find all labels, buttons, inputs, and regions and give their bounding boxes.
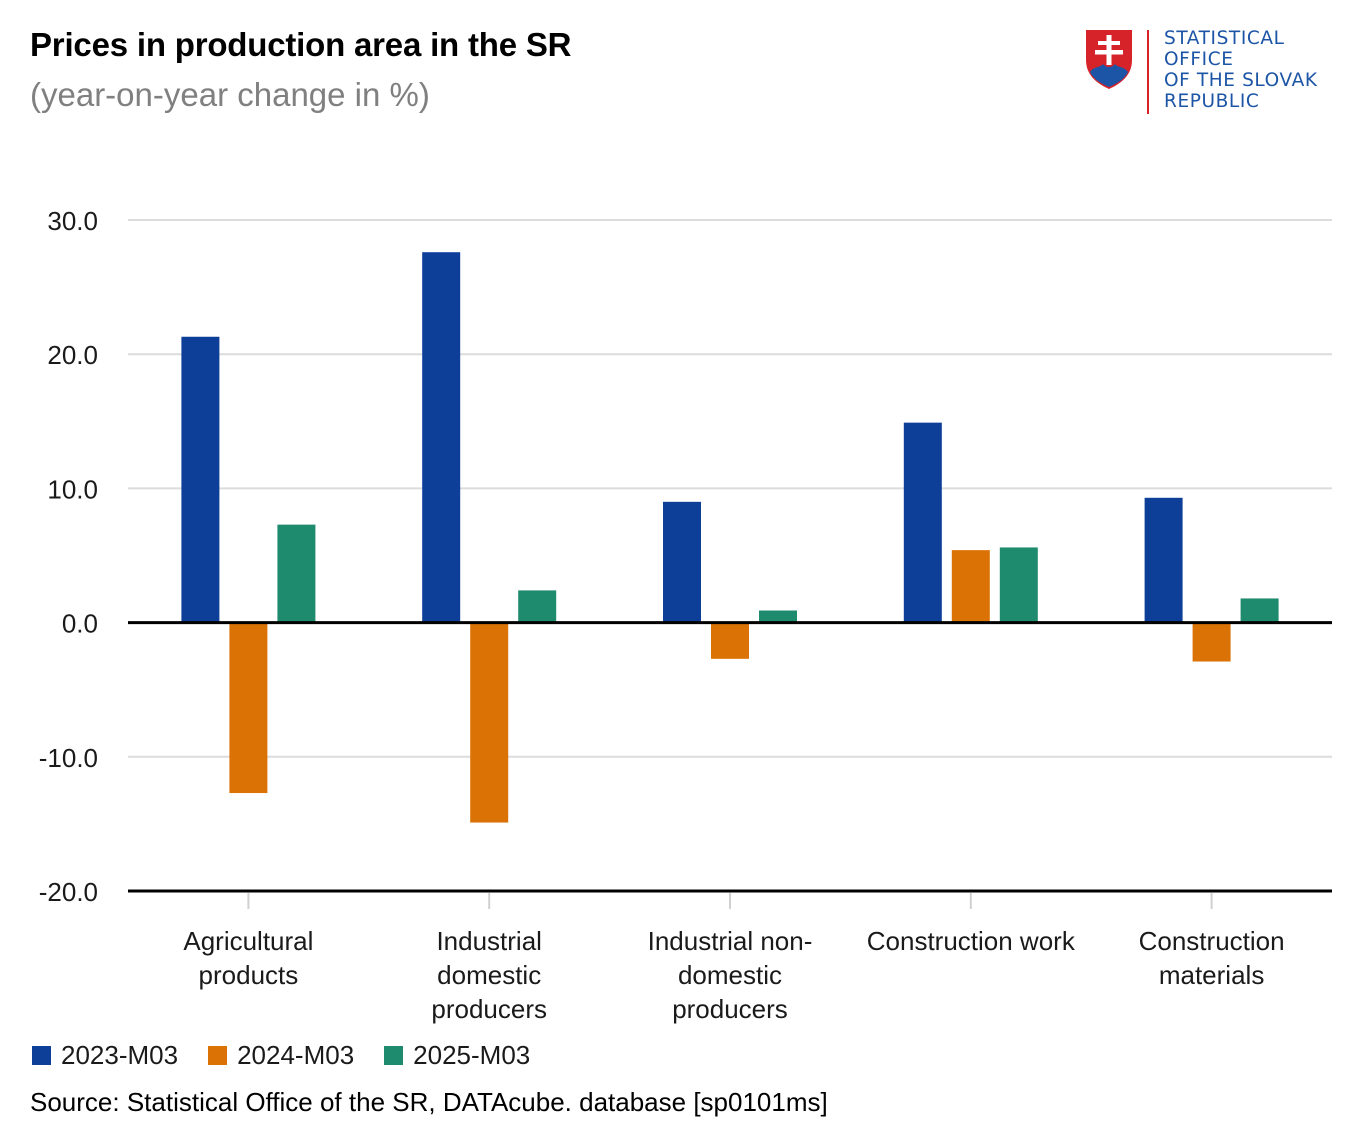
- y-tick-label: 20.0: [47, 340, 98, 370]
- category-label-line: Construction: [1139, 926, 1285, 956]
- category-label: Industrial domestic producers: [431, 926, 547, 1024]
- chart-title: Prices in production area in the SR: [30, 26, 572, 63]
- logo-line: OF THE SLOVAK: [1164, 70, 1318, 91]
- y-tick-label: 0.0: [62, 609, 98, 639]
- y-tick-label: -20.0: [39, 877, 98, 907]
- legend-item-2024: 2024-M03: [208, 1040, 354, 1071]
- logo-line: REPUBLIC: [1164, 91, 1260, 112]
- bar: [229, 622, 268, 794]
- bar: [999, 547, 1038, 623]
- y-tick-label: 30.0: [47, 206, 98, 236]
- bar: [1240, 598, 1279, 623]
- bar: [1144, 497, 1183, 623]
- bar: [422, 252, 461, 623]
- category-label-line: Industrial: [436, 926, 542, 956]
- category-label-line: Construction work: [867, 926, 1076, 956]
- legend-label: 2024-M03: [237, 1040, 355, 1070]
- logo-divider: [1147, 30, 1149, 114]
- category-label-line: domestic: [678, 960, 782, 990]
- bar: [663, 501, 701, 623]
- bar: [181, 336, 220, 623]
- statistical-office-logo: STATISTICAL OFFICE OF THE SLOVAK REPUBLI…: [1084, 28, 1334, 118]
- bar: [277, 524, 316, 623]
- legend-swatch: [32, 1046, 51, 1065]
- category-label-line: materials: [1159, 960, 1264, 990]
- bar: [903, 422, 942, 623]
- bar: [711, 622, 749, 659]
- source-note: Source: Statistical Office of the SR, DA…: [30, 1087, 828, 1117]
- legend-swatch: [384, 1046, 404, 1065]
- y-tick-label: 10.0: [47, 474, 98, 504]
- legend-label: 2025-M03: [413, 1040, 531, 1070]
- legend-label: 2023-M03: [61, 1040, 179, 1070]
- category-label-line: products: [199, 960, 299, 990]
- y-tick-label: -10.0: [39, 743, 98, 773]
- bar: [759, 610, 797, 623]
- coat-of-arms-icon: [1086, 30, 1132, 89]
- category-label-line: domestic: [437, 960, 541, 990]
- logo-text: STATISTICAL OFFICE OF THE SLOVAK REPUBLI…: [1164, 28, 1318, 112]
- logo-line: OFFICE: [1164, 49, 1234, 70]
- bar: [470, 622, 509, 823]
- category-label-line: producers: [672, 994, 788, 1024]
- category-label: Industrial non-domestic producers: [648, 926, 813, 1024]
- bar: [518, 590, 557, 623]
- logo-line: STATISTICAL: [1164, 28, 1285, 49]
- chart-subtitle: (year-on-year change in %): [30, 76, 430, 113]
- category-label-line: Industrial non-: [648, 926, 813, 956]
- category-label-line: producers: [431, 994, 547, 1024]
- legend-item-2023: 2023-M03: [32, 1040, 178, 1071]
- category-label: Construction materials: [1139, 926, 1285, 990]
- category-label: Agricultural products: [183, 926, 313, 990]
- bar: [951, 550, 990, 623]
- bar: [1192, 622, 1231, 662]
- category-label: Construction work: [867, 926, 1076, 956]
- legend: 2023-M03 2024-M03 2025-M03: [32, 1040, 530, 1071]
- legend-item-2025: 2025-M03: [384, 1040, 530, 1071]
- category-label-line: Agricultural: [183, 926, 313, 956]
- legend-swatch: [208, 1046, 228, 1065]
